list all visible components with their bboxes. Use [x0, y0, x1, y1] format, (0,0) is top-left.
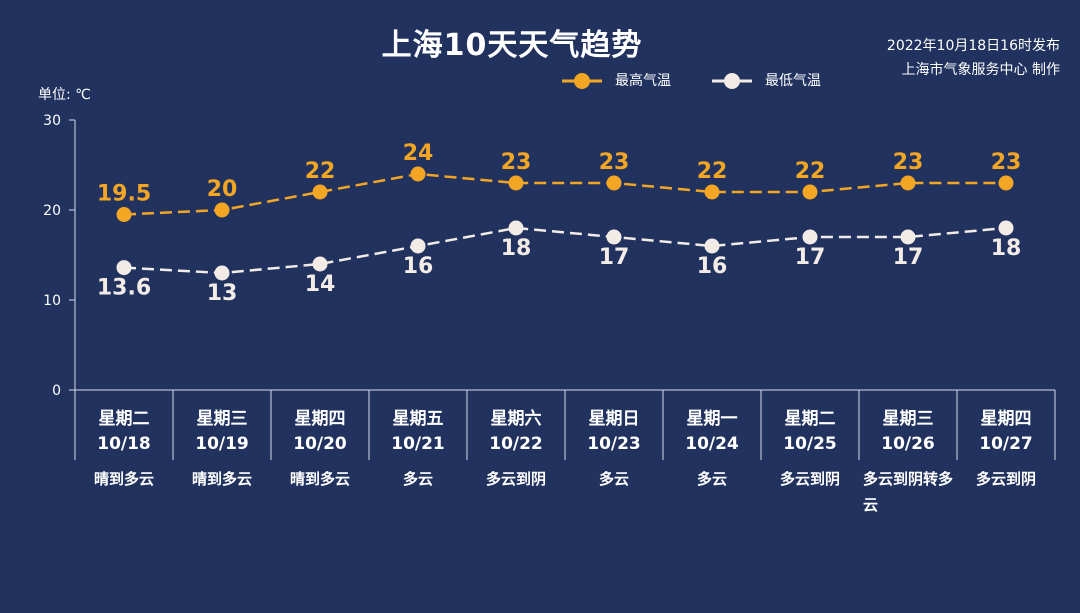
x-tick-weekday: 星期三 [882, 409, 934, 429]
data-point-high [900, 175, 916, 191]
x-tick-date: 10/26 [881, 434, 935, 454]
x-tick-weather: 多云到阴转多云 [863, 470, 954, 514]
data-point-low [704, 238, 720, 254]
data-label-high: 19.5 [97, 182, 151, 207]
data-point-high [802, 184, 818, 200]
legend-high-marker-icon [562, 73, 602, 89]
data-label-low: 16 [403, 254, 434, 279]
publish-info: 2022年10月18日16时发布 上海市气象服务中心 制作 [887, 34, 1060, 82]
data-label-low: 14 [305, 272, 336, 297]
y-tick-label: 20 [43, 203, 61, 219]
x-tick-date: 10/24 [685, 434, 739, 454]
x-tick-weather: 多云到阴 [485, 470, 546, 488]
publish-time: 2022年10月18日16时发布 [886, 38, 1060, 54]
x-tick-weekday: 星期四 [294, 409, 346, 429]
data-label-high: 22 [697, 159, 728, 184]
y-tick-label: 0 [52, 383, 61, 399]
data-point-high [704, 184, 720, 200]
data-label-high: 24 [403, 141, 434, 166]
y-axis-unit-label: 单位: ℃ [38, 87, 91, 103]
data-label-low: 16 [697, 254, 728, 279]
data-label-high: 23 [893, 150, 924, 175]
data-label-low: 13.6 [97, 276, 151, 301]
x-tick-weather: 晴到多云 [289, 470, 350, 488]
x-tick-weekday: 星期五 [392, 409, 444, 429]
data-label-high: 22 [795, 159, 826, 184]
data-point-low [900, 229, 916, 245]
data-point-high [998, 175, 1014, 191]
x-tick-date: 10/22 [489, 434, 543, 454]
x-tick-date: 10/23 [587, 434, 641, 454]
data-label-high: 22 [305, 159, 336, 184]
data-label-high: 23 [501, 150, 532, 175]
x-tick-date: 10/25 [783, 434, 837, 454]
x-tick-weather: 多云 [696, 470, 727, 488]
x-tick-weekday: 星期二 [784, 409, 836, 429]
x-tick-date: 10/27 [979, 434, 1033, 454]
data-label-low: 18 [501, 236, 532, 261]
x-tick-date: 10/18 [97, 434, 151, 454]
data-label-low: 18 [991, 236, 1022, 261]
data-point-high [214, 202, 230, 218]
x-tick-weekday: 星期一 [686, 409, 738, 429]
x-tick-weather: 晴到多云 [191, 470, 252, 488]
x-tick-date: 10/21 [391, 434, 445, 454]
data-label-low: 17 [599, 245, 630, 270]
x-tick-weekday: 星期日 [588, 409, 640, 429]
x-tick-weekday: 星期三 [196, 409, 248, 429]
data-point-low [508, 220, 524, 236]
x-tick-weather: 晴到多云 [93, 470, 154, 488]
data-point-low [410, 238, 426, 254]
data-point-low [116, 260, 132, 276]
data-label-high: 23 [599, 150, 630, 175]
x-tick-weather: 多云 [402, 470, 433, 488]
x-tick-weekday: 星期二 [98, 409, 150, 429]
data-point-high [410, 166, 426, 182]
data-label-low: 17 [795, 245, 826, 270]
y-tick-label: 10 [43, 293, 61, 309]
x-tick-weather: 多云到阴 [779, 470, 840, 488]
data-point-low [606, 229, 622, 245]
x-tick-date: 10/19 [195, 434, 249, 454]
publisher: 上海市气象服务中心 制作 [901, 62, 1060, 78]
data-label-low: 17 [893, 245, 924, 270]
legend-low-label: 最低气温 [765, 73, 821, 89]
data-point-high [606, 175, 622, 191]
data-label-high: 23 [991, 150, 1022, 175]
x-tick-weekday: 星期六 [490, 409, 542, 429]
x-tick-date: 10/20 [293, 434, 347, 454]
data-point-low [998, 220, 1014, 236]
data-point-high [508, 175, 524, 191]
x-tick-weekday: 星期四 [980, 409, 1032, 429]
x-tick-weather: 多云到阴 [975, 470, 1036, 488]
data-label-low: 13 [207, 281, 238, 306]
legend-low-marker-icon [712, 73, 752, 89]
series-line-low [123, 226, 1007, 275]
data-label-high: 20 [207, 177, 238, 202]
data-point-low [312, 256, 328, 272]
chart-title: 上海10天天气趋势 [381, 28, 643, 63]
data-point-low [214, 265, 230, 281]
data-point-high [312, 184, 328, 200]
legend-high-label: 最高气温 [615, 73, 671, 89]
x-tick-weather: 多云 [598, 470, 629, 488]
data-point-high [116, 207, 132, 222]
series-line-high [123, 172, 1006, 216]
y-tick-label: 30 [43, 113, 61, 129]
data-point-low [802, 229, 818, 245]
